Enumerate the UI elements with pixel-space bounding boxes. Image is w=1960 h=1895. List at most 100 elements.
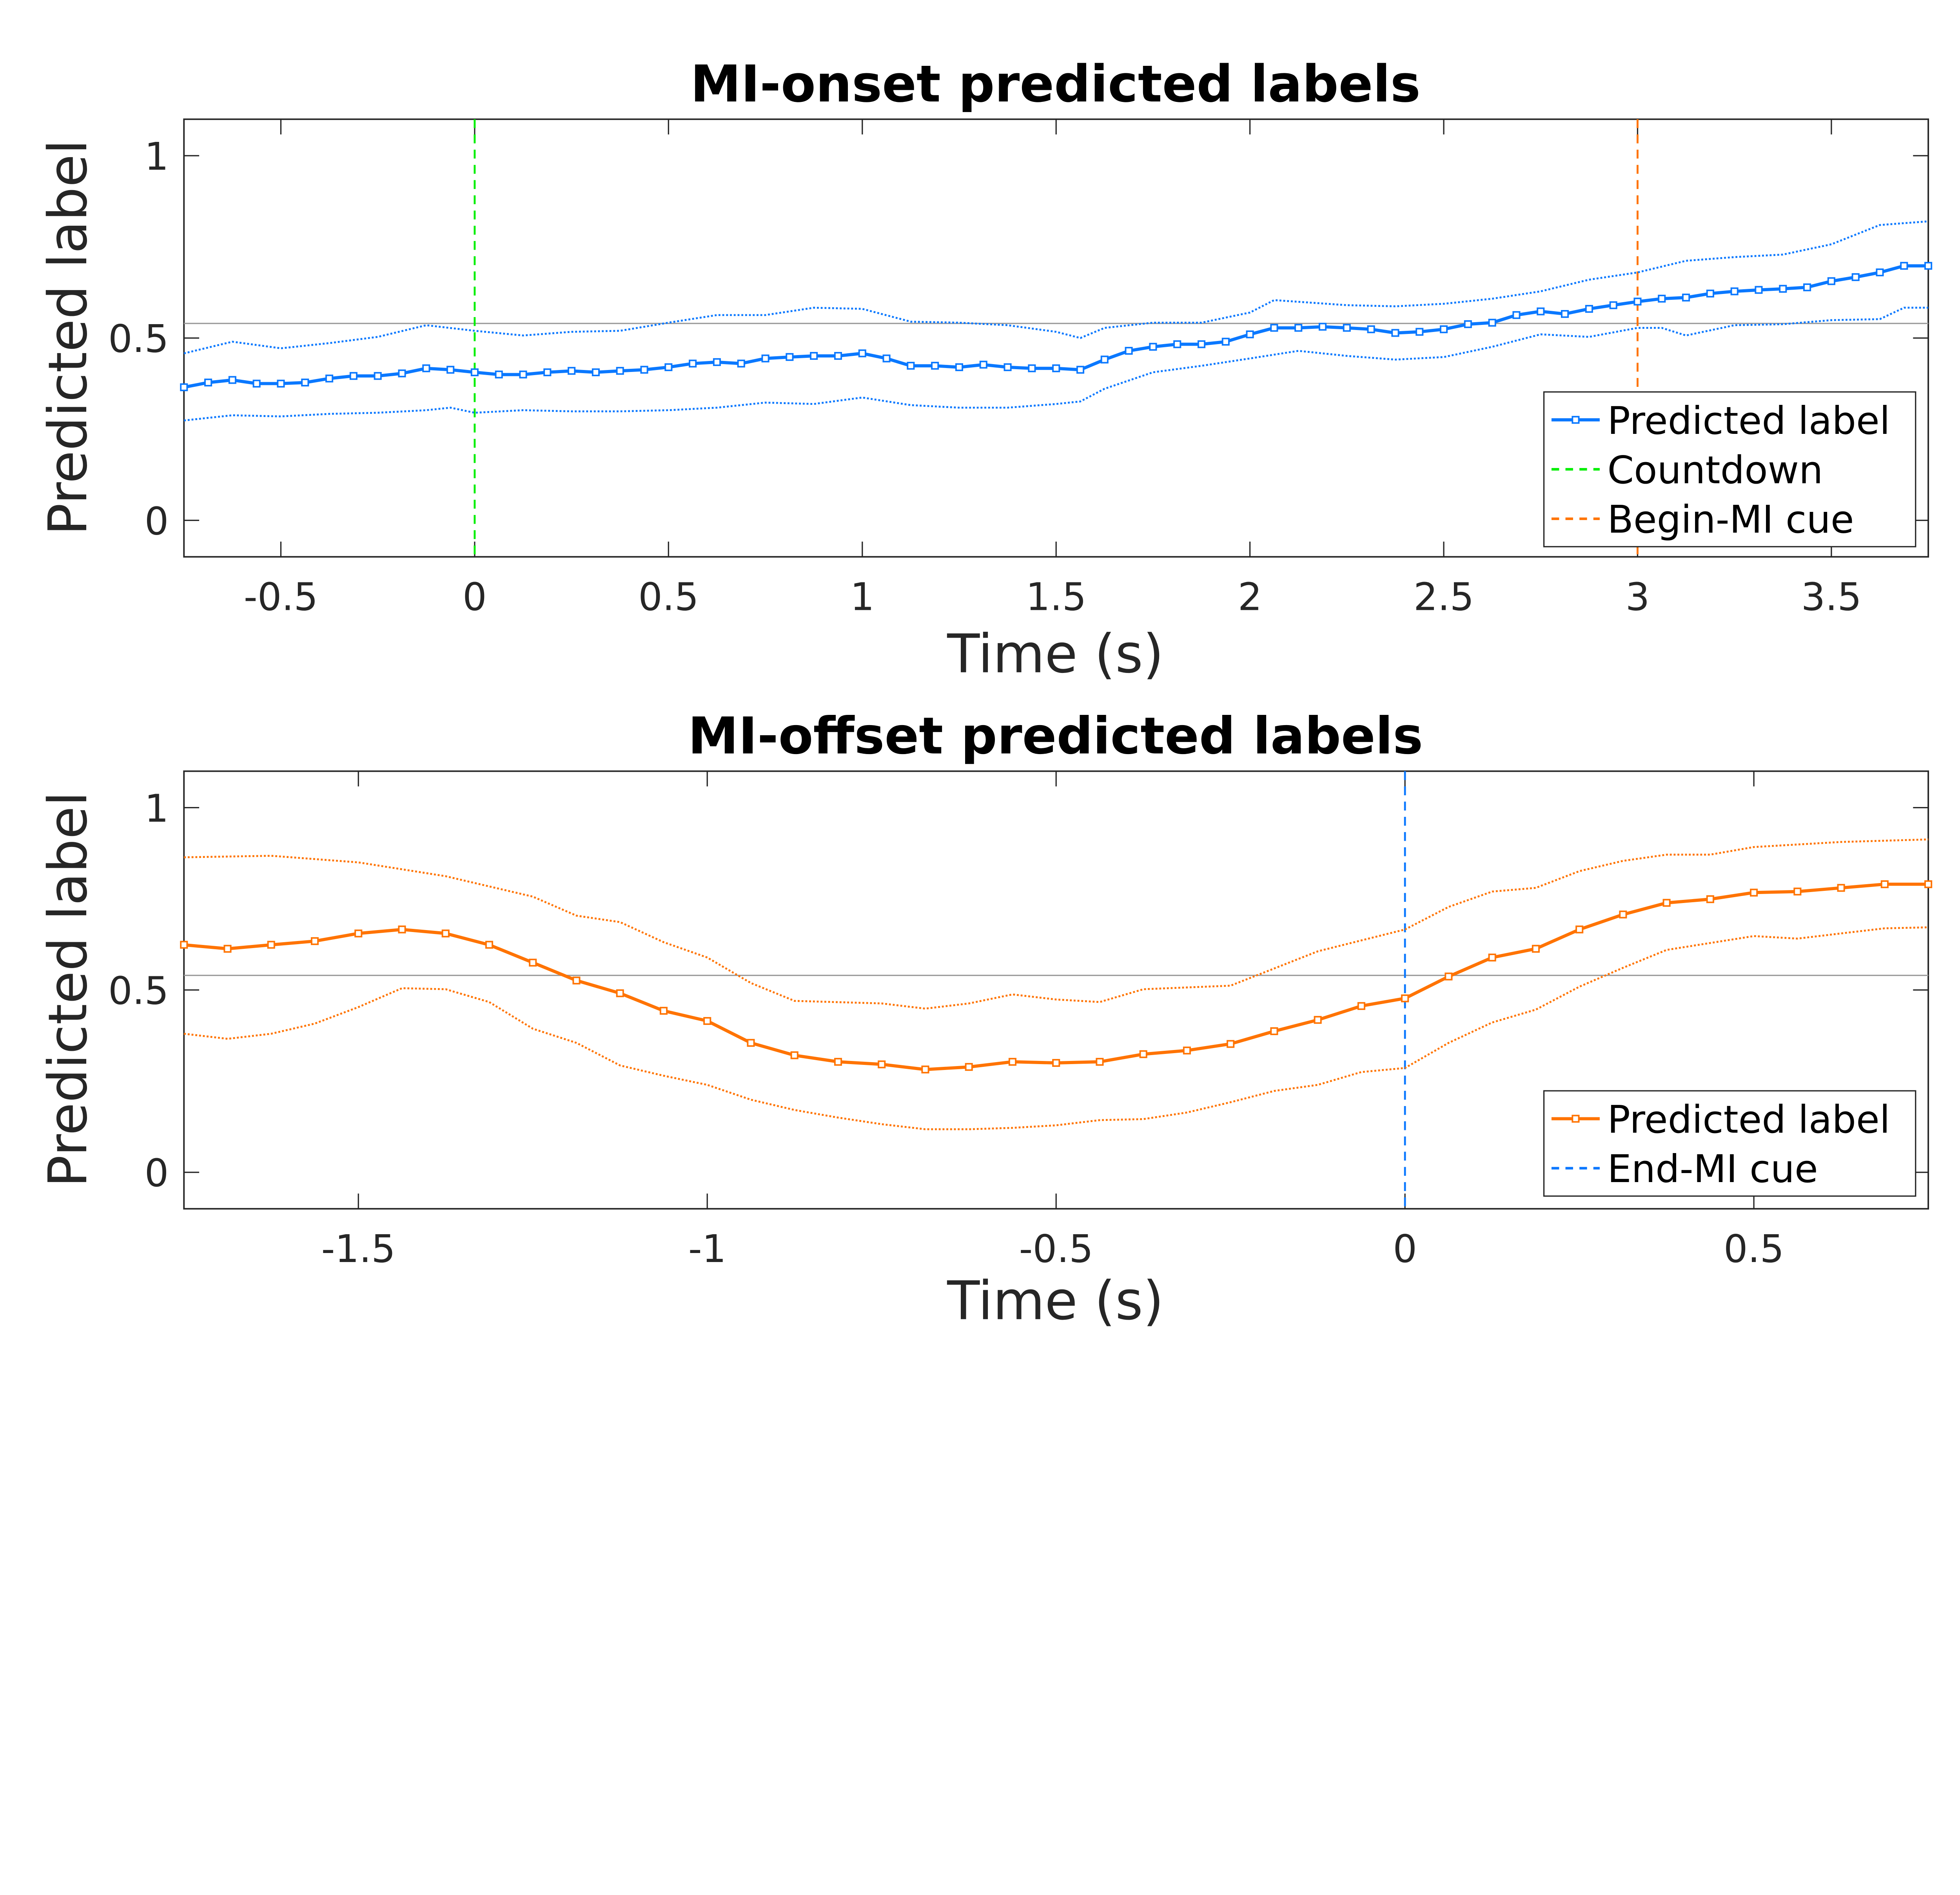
onset-data-point [180,383,188,392]
offset-data-point [572,976,581,985]
offset-data-point [398,925,406,934]
onset-data-point [1706,289,1714,297]
onset-data-point [1924,262,1933,270]
offset-data-point [223,945,232,953]
onset-data-point [1609,301,1617,309]
onset-data-point [640,366,648,374]
offset-data-point [878,1060,886,1068]
offset-y-tick-label: 0 [145,1151,169,1195]
onset-x-axis-label: Time (s) [947,623,1164,685]
offset-y-tick-label: 0.5 [108,968,169,1013]
figure: MI-onset predicted labels Time (s) Predi… [37,54,1933,1327]
offset-data-point [1793,887,1802,896]
offset-chart: MI-offset predicted labels Time (s) Pred… [37,706,1933,1327]
onset-data-point [519,370,527,379]
onset-data-point [1343,324,1351,332]
onset-x-tick-label: 3.5 [1801,575,1862,619]
offset-data-point [1488,954,1496,962]
onset-data-point [1197,340,1206,348]
offset-legend-entry: End-MI cue [1607,1147,1818,1191]
onset-data-point [1439,325,1448,334]
onset-x-tick-label: 1.5 [1026,575,1086,619]
offset-y-axis-label: Predicted label [37,791,99,1187]
offset-data-point [310,937,319,945]
onset-y-tick-label: 0.5 [108,317,169,361]
onset-data-point [1730,287,1739,296]
onset-data-point [1682,294,1690,302]
onset-data-point [1876,268,1884,277]
onset-data-point [713,358,721,366]
onset-data-point [882,354,891,363]
onset-data-point [422,364,430,372]
offset-data-point [1706,895,1714,903]
offset-data-point [1008,1058,1016,1066]
offset-y-tick-label: 1 [145,786,169,831]
offset-data-point [921,1065,929,1074]
onset-data-point [446,366,455,374]
offset-data-point [1270,1027,1278,1035]
onset-x-tick-label: 1 [850,575,875,619]
onset-lower-bound-line [183,306,1929,422]
onset-data-point [616,367,624,375]
offset-data-point [1662,899,1671,907]
offset-data-point [834,1058,842,1066]
onset-data-point [664,363,673,371]
onset-chart-title: MI-onset predicted labels [690,54,1420,114]
offset-data-point [1837,884,1845,892]
onset-data-point [1512,311,1521,319]
onset-x-tick-label: 3 [1626,575,1650,619]
onset-data-point [568,367,576,375]
onset-data-point [1318,323,1327,331]
onset-data-point [1561,310,1569,318]
offset-data-point [965,1063,973,1071]
onset-data-point [1052,364,1060,372]
offset-data-point [441,929,450,938]
onset-data-point [1125,346,1133,355]
onset-data-point [1100,355,1109,364]
onset-data-point [1149,343,1157,351]
offset-data-point [1227,1040,1235,1048]
onset-data-point [1851,273,1860,281]
onset-data-point [1488,319,1496,327]
onset-legend-entry: Predicted label [1607,399,1890,443]
offset-data-point [659,1006,668,1015]
onset-data-point [1803,283,1811,292]
onset-data-point [1391,329,1399,337]
onset-data-point [810,352,818,360]
onset-data-point [1246,330,1254,339]
onset-data-point [1537,307,1545,316]
onset-data-point [737,359,745,368]
onset-legend-entry: Countdown [1607,448,1823,492]
offset-upper-bound-line [184,838,1929,1010]
onset-y-tick-label: 0 [145,499,169,543]
offset-data-point [1357,1002,1365,1010]
onset-x-tick-label: 2 [1238,575,1262,619]
onset-data-point [1028,364,1036,372]
onset-data-point [325,374,334,383]
onset-x-tick-label: 0.5 [638,575,699,619]
onset-data-point [398,369,406,377]
offset-data-point [1096,1058,1104,1066]
offset-data-point [1314,1016,1322,1024]
onset-data-point [495,370,503,379]
offset-data-point [1575,925,1584,934]
onset-data-point [931,362,939,370]
offset-x-tick-label: 0 [1393,1227,1417,1271]
offset-chart-title: MI-offset predicted labels [688,706,1423,765]
onset-data-point [228,376,236,384]
onset-data-point [374,372,382,380]
offset-data-point [1880,880,1889,889]
onset-data-point [1004,363,1012,371]
offset-legend-marker-icon [1572,1115,1580,1123]
offset-legend [1543,1090,1916,1197]
offset-x-tick-label: -1 [688,1227,726,1271]
onset-x-tick-label: -0.5 [244,575,318,619]
onset-data-point [543,368,552,376]
offset-data-point [790,1051,799,1059]
onset-data-point [470,368,479,376]
onset-data-point [1294,324,1303,332]
onset-data-point [858,349,866,357]
onset-data-point [349,372,358,380]
offset-data-point [267,941,275,949]
onset-data-point [1755,286,1763,294]
